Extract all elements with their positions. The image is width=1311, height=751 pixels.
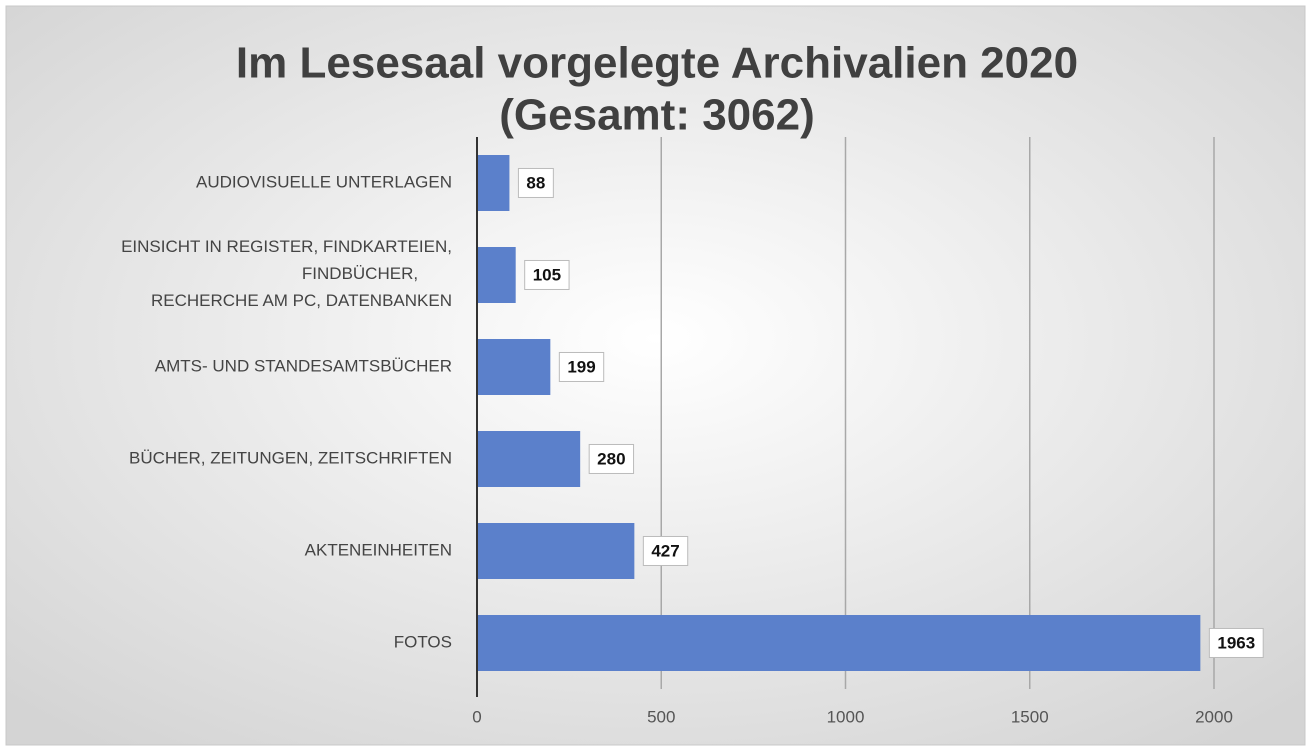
x-tick-label: 1000 — [827, 707, 865, 726]
y-tick-label: AUDIOVISUELLE UNTERLAGEN — [196, 172, 452, 191]
x-tick-label: 1500 — [1011, 707, 1049, 726]
data-label-box — [1208, 627, 1264, 658]
y-tick-label: EINSICHT IN REGISTER, FINDKARTEIEN, FINDB… — [121, 237, 452, 310]
chart-subtitle: (Gesamt: 3062) — [499, 91, 814, 140]
y-tick-label: BÜCHER, ZEITUNGEN, ZEITSCHRIFTEN — [129, 448, 452, 467]
data-label-box — [588, 443, 635, 474]
bar — [477, 247, 516, 303]
x-tick-label: 500 — [647, 707, 675, 726]
data-label: 88 — [526, 173, 545, 192]
data-label: 105 — [533, 265, 561, 284]
bar — [477, 615, 1201, 671]
data-label-box — [524, 259, 570, 290]
bar — [477, 155, 510, 211]
data-label: 1963 — [1217, 633, 1255, 652]
bar — [477, 339, 551, 395]
data-label-box — [642, 535, 689, 566]
y-tick-label: FOTOS — [394, 632, 452, 651]
data-label-box — [558, 351, 605, 382]
x-tick-label: 2000 — [1195, 707, 1233, 726]
data-label-box — [517, 167, 554, 198]
data-label: 427 — [651, 541, 679, 560]
bar — [477, 431, 581, 487]
x-tick-label: 0 — [472, 707, 481, 726]
y-tick-label: AKTENEINHEITEN — [305, 540, 452, 559]
bar — [477, 523, 635, 579]
y-tick-label: AMTS- UND STANDESAMTSBÜCHER — [155, 356, 452, 375]
chart-title: Im Lesesaal vorgelegte Archivalien 2020 — [236, 39, 1078, 88]
data-label: 199 — [567, 357, 595, 376]
data-label: 280 — [597, 449, 625, 468]
